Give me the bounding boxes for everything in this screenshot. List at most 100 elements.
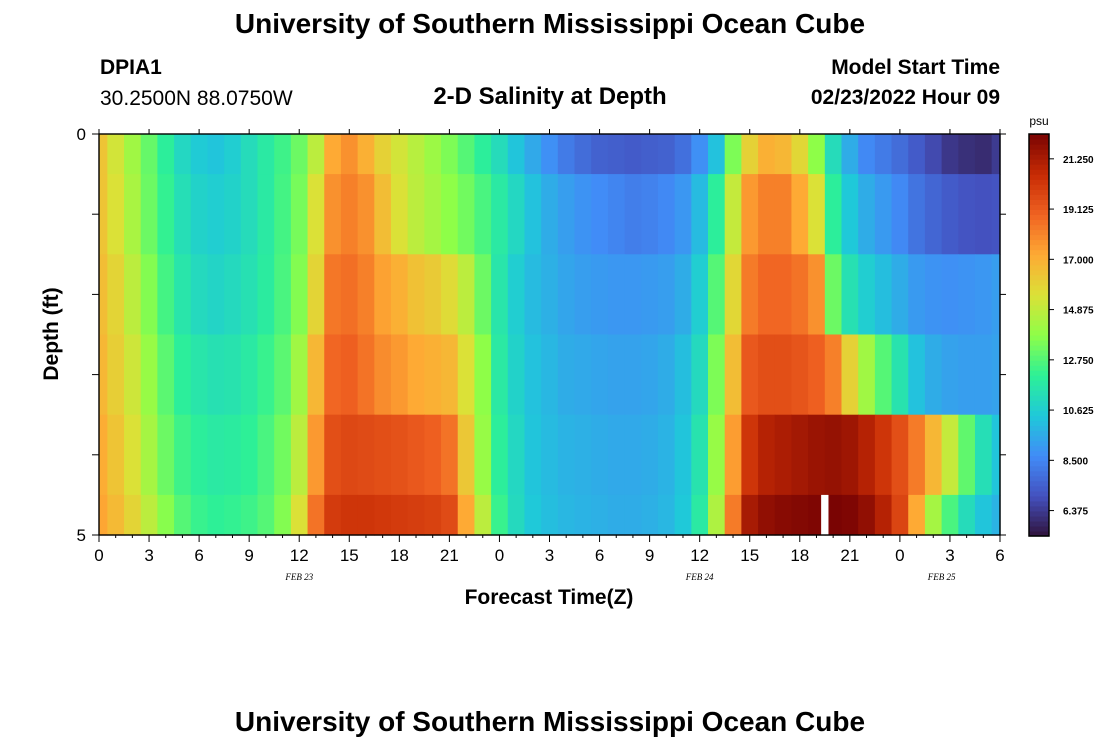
- colorbar-swatch: [1029, 299, 1049, 306]
- heatmap-cell: [624, 174, 642, 255]
- heatmap-cell: [908, 494, 926, 536]
- heatmap-cell: [374, 174, 392, 255]
- x-axis-label: Forecast Time(Z): [465, 586, 634, 609]
- heatmap-cell: [140, 334, 158, 416]
- heatmap-cell: [874, 494, 893, 536]
- heatmap-cell: [841, 334, 859, 416]
- colorbar-tick-label: 8.500: [1063, 456, 1088, 467]
- colorbar-swatch: [1029, 164, 1049, 170]
- heatmap-cell: [708, 254, 726, 336]
- heatmap-cell: [407, 134, 425, 175]
- heatmap-cell: [908, 174, 926, 255]
- heatmap-cell: [691, 414, 709, 496]
- heatmap-cell: [357, 174, 375, 255]
- heatmap-cell: [507, 414, 526, 496]
- heatmap-cell: [708, 414, 726, 496]
- heatmap-cell: [808, 494, 826, 536]
- heatmap-cell: [424, 174, 442, 255]
- heatmap-cell: [858, 254, 876, 336]
- heatmap-cell: [758, 494, 776, 536]
- heatmap-cell: [657, 134, 676, 175]
- heatmap-cell: [474, 414, 492, 496]
- colorbar-swatch: [1029, 269, 1049, 276]
- heatmap-cell: [724, 334, 742, 416]
- colorbar-swatch: [1029, 154, 1049, 160]
- heatmap-cell: [307, 414, 325, 496]
- heatmap-cell: [274, 334, 292, 416]
- colorbar-swatch: [1029, 450, 1049, 457]
- heatmap-cell: [107, 134, 125, 175]
- x-tick-label: 21: [440, 546, 459, 565]
- date-label: FEB 25: [927, 572, 956, 582]
- heatmap-cell: [557, 254, 576, 336]
- heatmap-cell: [657, 414, 676, 496]
- heatmap-cell: [674, 414, 692, 496]
- heatmap-cell: [941, 254, 959, 336]
- heatmap-cell: [340, 414, 359, 496]
- heatmap-cell: [257, 174, 275, 255]
- heatmap-cell: [607, 334, 626, 416]
- heatmap-cell: [257, 334, 275, 416]
- date-label: FEB 23: [284, 572, 313, 582]
- heatmap-cell: [858, 134, 876, 175]
- colorbar-swatch: [1029, 219, 1049, 226]
- heatmap-cell: [758, 334, 776, 416]
- colorbar-swatch: [1029, 390, 1049, 396]
- colorbar-swatch: [1029, 340, 1049, 346]
- heatmap-cell: [841, 494, 859, 536]
- heatmap-cell: [491, 494, 509, 536]
- heatmap-cell: [124, 254, 142, 336]
- colorbar-swatch: [1029, 199, 1049, 205]
- heatmap-cell: [307, 494, 325, 536]
- heatmap-cell: [290, 254, 309, 336]
- heatmap-cell: [574, 414, 592, 496]
- colorbar-swatch: [1029, 360, 1049, 366]
- heatmap-cell: [307, 334, 325, 416]
- heatmap-cell: [240, 494, 259, 536]
- heatmap-cell: [441, 174, 459, 255]
- heatmap-cell: [324, 134, 342, 175]
- heatmap-cell: [691, 494, 709, 536]
- heatmap-cell: [941, 414, 959, 496]
- heatmap-cell: [657, 334, 676, 416]
- x-tick-label: 3: [545, 546, 554, 565]
- colorbar-swatch: [1029, 400, 1049, 406]
- heatmap-cell: [758, 134, 776, 175]
- heatmap-cell: [240, 174, 259, 255]
- heatmap-cell: [290, 494, 309, 536]
- heatmap-cell: [641, 494, 659, 536]
- colorbar-swatch: [1029, 294, 1049, 301]
- heatmap-cell: [207, 414, 225, 496]
- heatmap-cell: [841, 254, 859, 336]
- colorbar-swatch: [1029, 500, 1049, 507]
- heatmap-cell: [491, 174, 509, 255]
- heatmap-cell: [357, 414, 375, 496]
- heatmap-cell: [491, 134, 509, 175]
- heatmap-cell: [99, 414, 108, 496]
- heatmap-cell: [791, 334, 809, 416]
- heatmap-cell: [758, 174, 776, 255]
- colorbar-swatch: [1029, 159, 1049, 165]
- heatmap-cell: [591, 174, 609, 255]
- colorbar-swatch: [1029, 405, 1049, 411]
- heatmap-cell: [507, 334, 526, 416]
- heatmap-cell: [124, 174, 142, 255]
- heatmap-cell: [140, 414, 158, 496]
- heatmap-cell: [958, 254, 976, 336]
- heatmap-cell: [824, 174, 843, 255]
- heatmap-cell: [858, 334, 876, 416]
- heatmap-cell: [858, 174, 876, 255]
- heatmap-cell: [524, 174, 542, 255]
- heatmap-cell: [924, 494, 943, 536]
- heatmap-cell: [290, 134, 309, 175]
- colorbar-swatch: [1029, 204, 1049, 210]
- heatmap-cell: [357, 494, 375, 536]
- heatmap-cell: [474, 174, 492, 255]
- colorbar-swatch: [1029, 435, 1049, 442]
- x-tick-label: 3: [945, 546, 954, 565]
- y-tick-label: 5: [77, 526, 86, 545]
- colorbar-swatch: [1029, 455, 1049, 462]
- x-tick-label: 18: [390, 546, 409, 565]
- model-start-value: 02/23/2022 Hour 09: [810, 86, 1000, 109]
